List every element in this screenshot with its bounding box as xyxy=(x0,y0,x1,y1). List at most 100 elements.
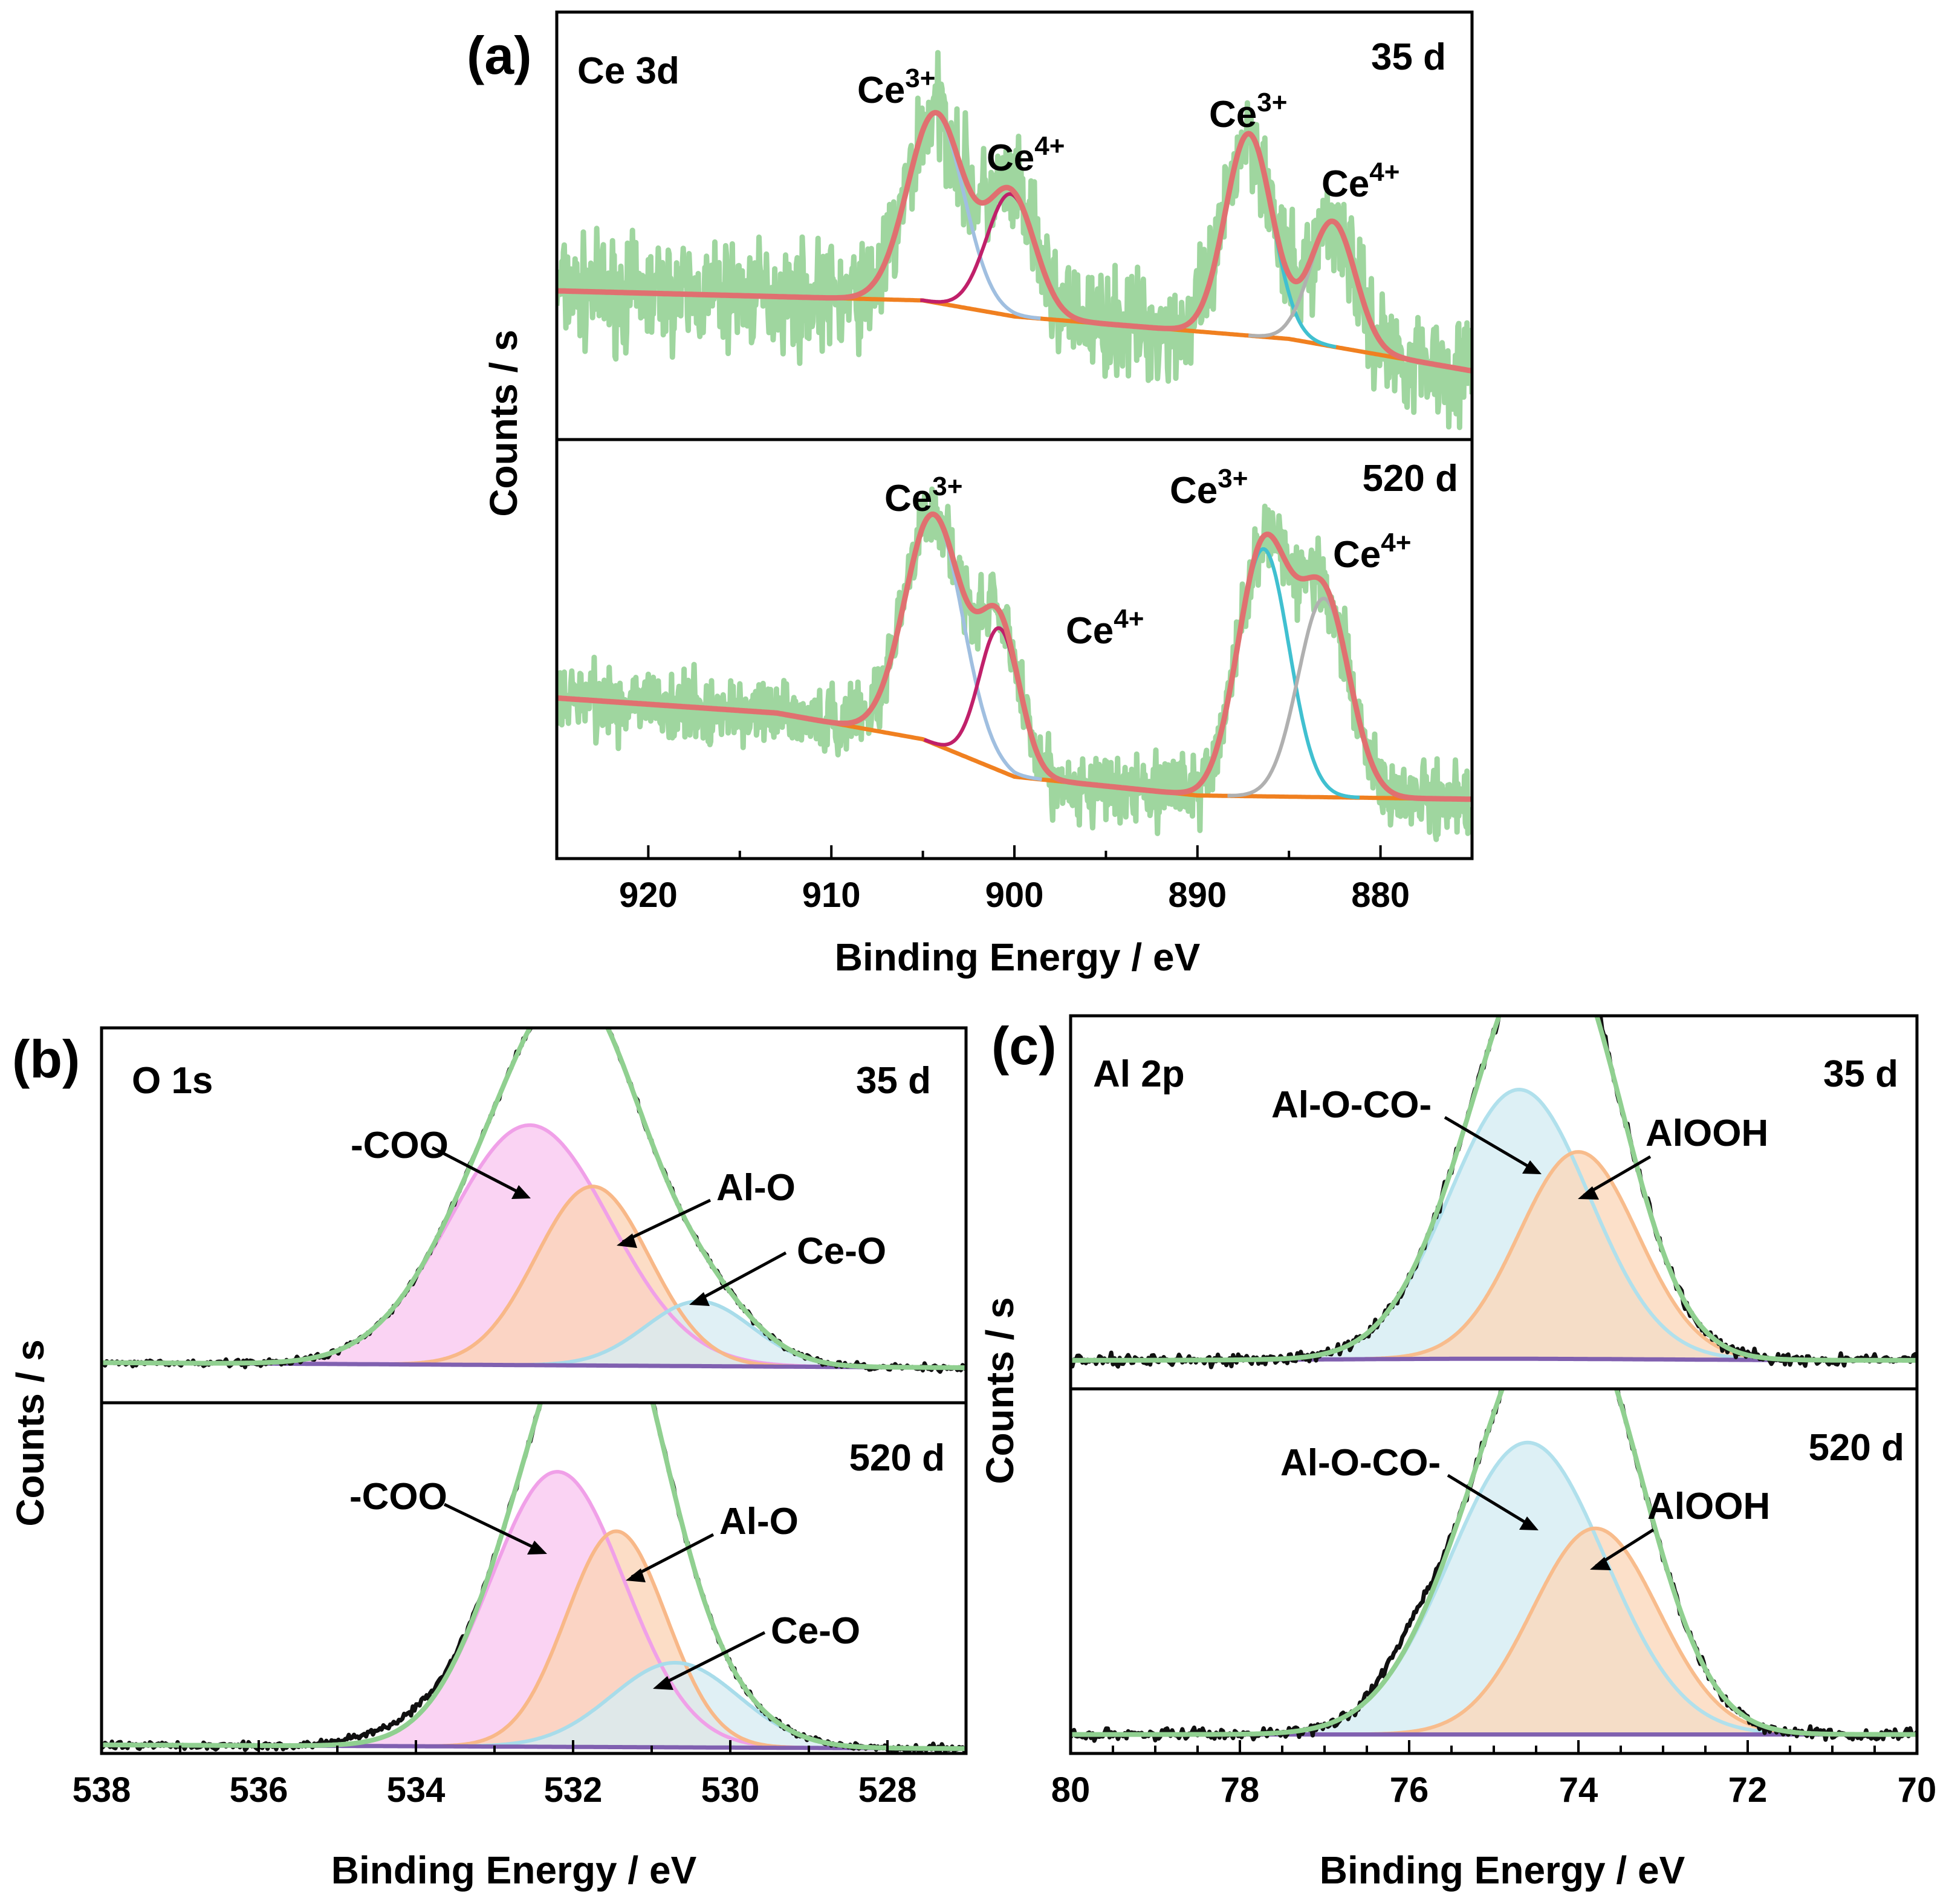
raw-data-series xyxy=(558,50,1471,431)
panel-b-element-label: O 1s xyxy=(132,1060,213,1102)
panel-a-520d-peak4-label: Ce4+ xyxy=(1333,528,1411,576)
component-peak-3 xyxy=(1167,547,1360,799)
panel-c-520d-label-alooh: AlOOH xyxy=(1647,1486,1770,1527)
panel-b-xlabel: Binding Energy / eV xyxy=(331,1848,697,1892)
annotation-arrow xyxy=(1583,1155,1652,1197)
component-fill-1 xyxy=(1182,1442,1873,1735)
arrowhead xyxy=(511,1185,531,1199)
panel-a-520d-extra-label: Ce4+ xyxy=(1066,604,1144,652)
component-fill-1 xyxy=(1206,1090,1832,1360)
panel-b-35d-label-cooh: -COO xyxy=(351,1125,449,1166)
panel-a: (a) Ce 3d Counts / s Binding Energy / eV… xyxy=(467,10,1474,979)
envelope-fit xyxy=(103,1029,965,1370)
component-fill-2 xyxy=(392,1531,840,1749)
x-tick-label: 920 xyxy=(619,876,678,915)
arrowhead xyxy=(626,1568,646,1582)
panel-c-35d-plot: 35 d Al-O-CO- AlOOH xyxy=(1069,1014,1919,1391)
panel-c-520d-label-aloco: Al-O-CO- xyxy=(1280,1442,1441,1484)
annotation-arrow xyxy=(443,1503,542,1553)
panel-a-35d-plot: 35 d Ce3+ Ce4+ Ce3+ Ce4+ xyxy=(555,10,1474,441)
envelope-fit xyxy=(1072,1017,1916,1363)
panel-b-520d-label-cooh: -COO xyxy=(349,1476,447,1518)
panel-b-35d-time: 35 d xyxy=(856,1060,931,1102)
panel-c-35d-label-aloco: Al-O-CO- xyxy=(1271,1084,1432,1126)
panel-c-ylabel: Counts / s xyxy=(978,1297,1022,1484)
x-tick-label: 530 xyxy=(701,1770,760,1810)
panel-a-35d-peak3-label: Ce3+ xyxy=(1209,88,1287,135)
panel-a-35d-peak4-label: Ce4+ xyxy=(1321,157,1399,205)
panel-c-35d-arrows xyxy=(1444,1116,1652,1200)
component-fill-2 xyxy=(339,1186,847,1367)
peak-label-sup: 4+ xyxy=(1381,528,1411,557)
peak-label-main: Ce xyxy=(857,70,905,111)
panel-a-element-label: Ce 3d xyxy=(577,50,679,92)
peak-label-sup: 4+ xyxy=(1034,131,1065,161)
x-tick-label: 74 xyxy=(1559,1770,1598,1810)
peak-label-sup: 3+ xyxy=(932,472,962,501)
peak-label-sup: 4+ xyxy=(1369,157,1399,187)
component-line-2 xyxy=(392,1529,840,1750)
annotation-arrow xyxy=(621,1198,712,1244)
annotation-arrow xyxy=(694,1251,787,1304)
peak-label-main: Ce xyxy=(1333,534,1381,576)
envelope-fit xyxy=(103,1404,965,1751)
x-tick-label: 76 xyxy=(1390,1770,1429,1810)
panel-b-520d-plot: 520 d -COO Al-O Ce-O 538 536 534 532 530 528 xyxy=(73,1401,968,1810)
panel-a-35d-peak1-label: Ce3+ xyxy=(857,63,935,111)
panel-b-35d-label-alo: Al-O xyxy=(716,1167,796,1209)
annotation-arrow xyxy=(631,1533,715,1579)
x-tick-label: 900 xyxy=(985,876,1044,915)
x-tick-label: 536 xyxy=(230,1770,288,1810)
panel-a-ylabel: Counts / s xyxy=(482,330,525,516)
peak-label-sup: 4+ xyxy=(1114,604,1144,634)
component-fill-2 xyxy=(1314,1528,1876,1735)
x-tick-label: 78 xyxy=(1221,1770,1260,1810)
peak-label-sup: 3+ xyxy=(905,63,935,93)
annotation-arrow xyxy=(431,1146,527,1198)
panel-b-letter: (b) xyxy=(12,1029,80,1089)
panel-a-letter: (a) xyxy=(467,25,532,85)
peak-label-main: Ce xyxy=(1321,163,1369,205)
x-tick-label: 70 xyxy=(1898,1770,1937,1810)
peak-label-main: Ce xyxy=(987,137,1034,179)
component-fill-1 xyxy=(172,1125,889,1368)
component-fill-1 xyxy=(260,1472,855,1749)
panel-b-35d-plot: 35 d -COO Al-O Ce-O xyxy=(100,1026,968,1405)
panel-b-520d-time: 520 d xyxy=(849,1437,945,1479)
arrowhead xyxy=(653,1676,673,1690)
peak-label-main: Ce xyxy=(1209,94,1257,135)
arrowhead xyxy=(1590,1557,1611,1570)
annotation-arrow xyxy=(658,1631,766,1688)
arrowhead xyxy=(1519,1516,1539,1530)
panel-a-35d-time: 35 d xyxy=(1371,36,1446,78)
panel-b-520d-arrows xyxy=(443,1503,766,1690)
panel-a-520d-plot: 520 d Ce3+ Ce3+ Ce4+ Ce4+ 920 910 900 890 88… xyxy=(555,438,1474,915)
panel-b-35d-arrows xyxy=(431,1146,787,1306)
peak-label-main: Ce xyxy=(884,478,932,519)
panel-c-520d-arrows xyxy=(1447,1473,1655,1570)
panel-c-35d-label-alooh: AlOOH xyxy=(1646,1113,1768,1154)
x-tick-label: 880 xyxy=(1351,876,1410,915)
panel-b-ylabel: Counts / s xyxy=(8,1339,52,1526)
panel-c-element-label: Al 2p xyxy=(1093,1053,1185,1095)
envelope-fit xyxy=(558,109,1471,374)
component-fill-2 xyxy=(1313,1152,1844,1360)
peak-label-main: Ce xyxy=(1170,470,1218,512)
panel-a-35d-peak2-label: Ce4+ xyxy=(987,131,1065,179)
panel-c-520d-plot: 520 d Al-O-CO- AlOOH 80 78 76 74 72 70 xyxy=(1051,1387,1937,1810)
panel-b: (b) O 1s Counts / s Binding Energy / eV … xyxy=(8,1026,968,1892)
peak-label-sup: 3+ xyxy=(1218,464,1248,493)
peak-label-sup: 3+ xyxy=(1257,88,1287,117)
x-tick-label: 910 xyxy=(802,876,861,915)
x-tick-label: 532 xyxy=(544,1770,603,1810)
arrowhead xyxy=(1522,1160,1542,1174)
x-tick-label: 80 xyxy=(1051,1770,1091,1810)
panel-c-520d-time: 520 d xyxy=(1808,1427,1904,1469)
peak-label-main: Ce xyxy=(1066,610,1114,652)
panel-c: (c) Al 2p Counts / s Binding Energy / eV… xyxy=(978,1014,1937,1892)
annotation-arrow xyxy=(1447,1473,1534,1529)
panel-b-35d-label-ceo: Ce-O xyxy=(797,1230,886,1272)
panel-b-520d-label-alo: Al-O xyxy=(719,1501,799,1542)
envelope-fit xyxy=(558,512,1471,802)
